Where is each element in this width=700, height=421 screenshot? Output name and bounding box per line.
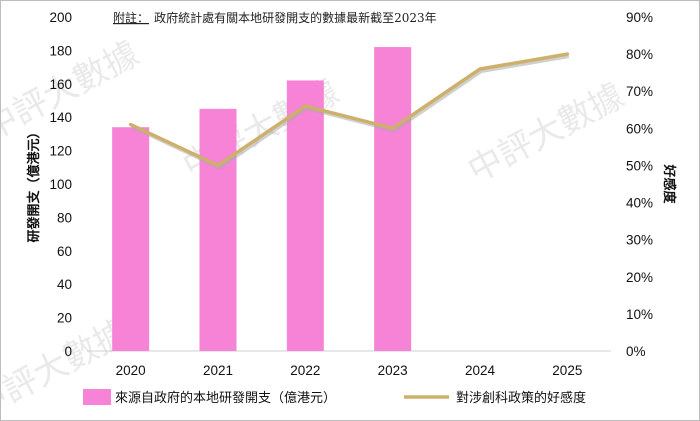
y-axis-right-tick-label: 50% xyxy=(626,158,653,173)
y-axis-left-tick-label: 100 xyxy=(49,177,72,192)
y-axis-left-tick-label: 60 xyxy=(57,244,72,259)
line-series xyxy=(128,52,570,170)
x-axis-tick-label: 2025 xyxy=(552,363,582,378)
bar-mark xyxy=(112,127,150,351)
bar-mark xyxy=(286,80,324,352)
y-axis-left-tick-label: 0 xyxy=(64,344,72,359)
y-axis-right-title: 好感度 xyxy=(661,163,677,204)
y-axis-right-tick-label: 0% xyxy=(626,344,646,359)
y-axis-right-tick-label: 30% xyxy=(626,233,653,248)
bar-series xyxy=(112,47,412,352)
y-axis-left-tick-label: 80 xyxy=(57,210,72,225)
y-axis-left-tick-label: 20 xyxy=(57,311,72,326)
y-axis-right-tick-label: 60% xyxy=(626,121,653,136)
line-series-path xyxy=(128,52,570,168)
x-axis-tick-label: 2023 xyxy=(378,363,408,378)
chart-note: 附註： 政府統計處有關本地研發開支的數據最新截至2023年 xyxy=(113,7,437,26)
y-axis-left-tick-label: 40 xyxy=(57,277,72,292)
y-axis-right-ticks: 0% 10% 20% 30% 40% 50% 60% 70% 80% 90% xyxy=(626,10,653,359)
y-axis-left-title: 研發開支（億港元） xyxy=(26,125,42,242)
y-axis-left-tick-label: 200 xyxy=(49,10,72,25)
y-axis-right-tick-label: 70% xyxy=(626,84,653,99)
legend-line-label: 對涉創科政策的好感度 xyxy=(456,390,586,406)
y-axis-right-tick-label: 10% xyxy=(626,307,653,322)
x-axis-tick-label: 2022 xyxy=(290,363,320,378)
legend-bar-swatch xyxy=(83,389,111,405)
watermark-text: 中評大數據 xyxy=(461,76,630,191)
y-axis-left-tick-label: 180 xyxy=(49,43,72,58)
legend: 來源自政府的本地研發開支（億港元） 對涉創科政策的好感度 xyxy=(83,389,586,406)
chart-note-text: 政府統計處有關本地研發開支的數據最新截至2023年 xyxy=(154,10,437,25)
chart-note-prefix: 附註： xyxy=(113,11,149,25)
x-axis-tick-label: 2024 xyxy=(465,363,496,378)
x-axis-tick-label: 2020 xyxy=(116,363,146,378)
x-axis-tick-label: 2021 xyxy=(203,363,233,378)
y-axis-right-tick-label: 90% xyxy=(626,10,653,25)
bar-mark xyxy=(199,108,237,351)
x-axis-ticks: 2020 2021 2022 2023 2024 2025 xyxy=(116,363,583,378)
bar-mark xyxy=(374,47,412,352)
y-axis-left-tick-label: 140 xyxy=(49,110,72,125)
y-axis-right-tick-label: 20% xyxy=(626,270,653,285)
y-axis-right-tick-label: 40% xyxy=(626,196,653,211)
y-axis-left-tick-label: 160 xyxy=(49,77,72,92)
y-axis-left-ticks: 0 20 40 60 80 100 120 140 160 180 200 xyxy=(49,10,72,359)
legend-bar-label: 來源自政府的本地研發開支（億港元） xyxy=(115,390,336,406)
y-axis-right-tick-label: 80% xyxy=(626,47,653,62)
y-axis-left-tick-label: 120 xyxy=(49,144,72,159)
